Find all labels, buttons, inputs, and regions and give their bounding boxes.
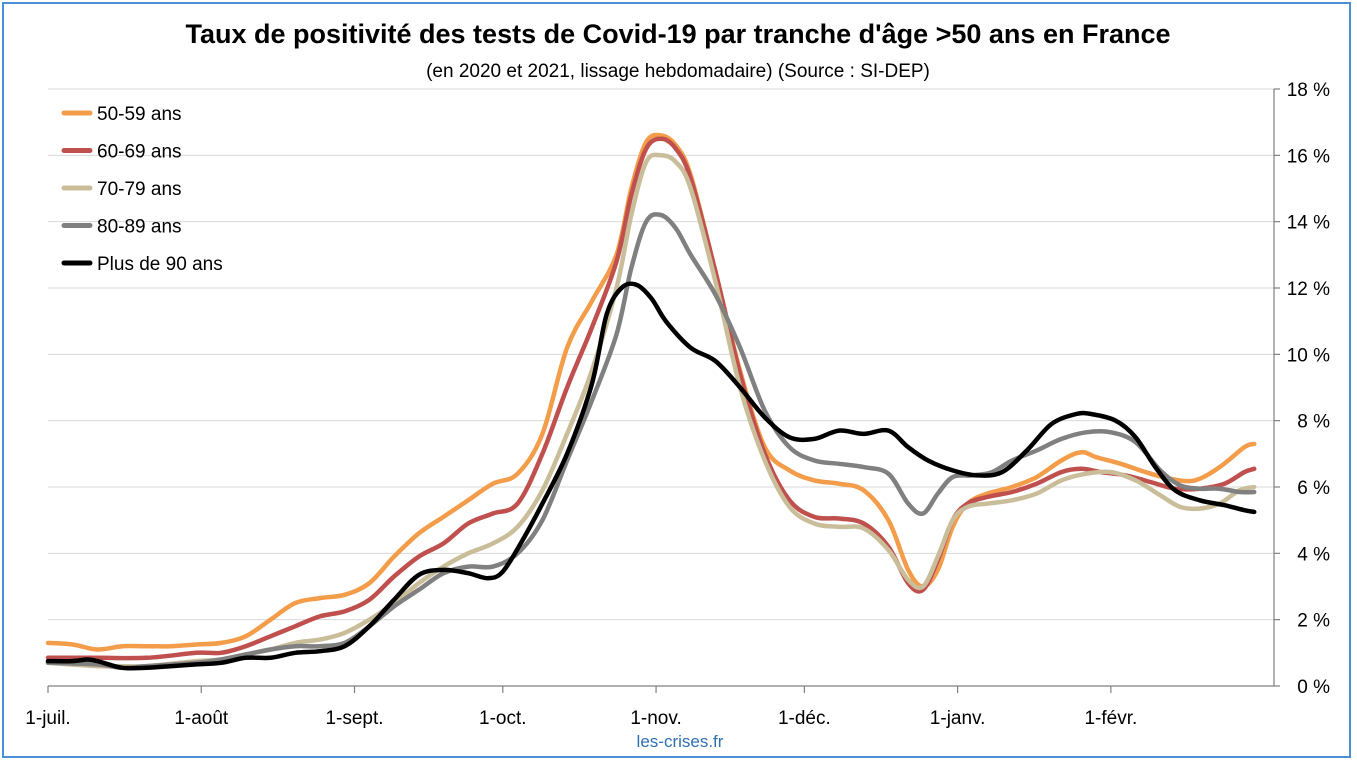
y-tick-label: 6 %	[1297, 478, 1330, 499]
chart-title: Taux de positivité des tests de Covid-19…	[185, 19, 1170, 49]
series-line-3	[45, 212, 1257, 671]
series-lines	[45, 132, 1257, 671]
legend: 50-59 ans 60-69 ans 70-79 ans 80-89 ans Plus…	[61, 104, 223, 275]
y-tick-label: 4 %	[1297, 544, 1330, 565]
y-tick-label: 12 %	[1287, 279, 1330, 300]
series-line-1	[45, 136, 1257, 661]
y-tick-label: 18 %	[1287, 80, 1330, 101]
y-tick-label: 0 %	[1297, 677, 1330, 698]
x-tick-label: 1-janv.	[930, 708, 986, 729]
legend-label: 60-69 ans	[97, 142, 182, 163]
gridlines	[48, 88, 1274, 621]
x-tick-label: 1-août	[174, 708, 229, 729]
y-tick-label: 10 %	[1287, 345, 1330, 366]
legend-label: 80-89 ans	[97, 217, 182, 238]
series-line-2	[45, 152, 1257, 669]
series-line-4	[45, 281, 1257, 671]
x-tick-label: 1-juil.	[25, 708, 70, 729]
chart-subtitle: (en 2020 et 2021, lissage hebdomadaire) …	[426, 61, 930, 82]
series-line-0	[45, 132, 1257, 652]
y-tick-label: 2 %	[1297, 611, 1330, 632]
legend-label: 50-59 ans	[97, 104, 182, 125]
axes: 0 % 2 % 4 % 6 % 8 % 10 % 12 % 14 % 16 % 18 % 1-jui…	[25, 80, 1330, 729]
credit-text: les-crises.fr	[637, 732, 724, 751]
x-tick-label: 1-oct.	[479, 708, 527, 729]
x-tick-label: 1-déc.	[778, 708, 831, 729]
y-tick-label: 16 %	[1287, 146, 1330, 167]
legend-label: 70-79 ans	[97, 179, 182, 200]
x-tick-label: 1-févr.	[1084, 708, 1137, 729]
y-tick-label: 8 %	[1297, 412, 1330, 433]
x-tick-label: 1-nov.	[630, 708, 681, 729]
x-tick-label: 1-sept.	[325, 708, 383, 729]
legend-label: Plus de 90 ans	[97, 254, 223, 275]
y-tick-label: 14 %	[1287, 213, 1330, 234]
